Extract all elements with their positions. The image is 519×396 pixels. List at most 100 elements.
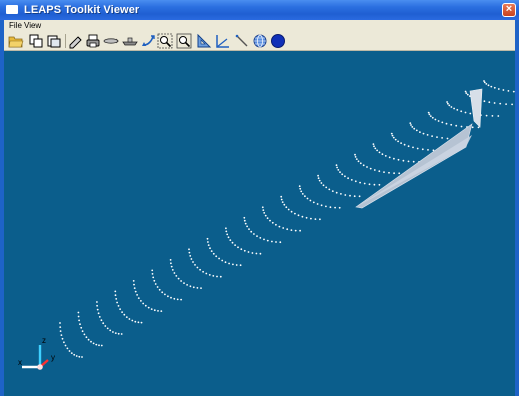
hull-station-plot: z x y bbox=[18, 80, 515, 370]
station-point bbox=[413, 127, 416, 130]
rotate-icon[interactable] bbox=[141, 33, 157, 49]
pencil-icon[interactable] bbox=[68, 33, 84, 49]
station-point bbox=[96, 308, 99, 311]
station-point bbox=[344, 175, 346, 178]
station-point bbox=[170, 262, 172, 265]
station-point bbox=[64, 344, 67, 347]
triangle-ruler-icon[interactable] bbox=[196, 33, 212, 49]
station-point bbox=[318, 179, 321, 182]
close-button[interactable]: × bbox=[502, 3, 516, 17]
station-point bbox=[317, 177, 320, 180]
station-point bbox=[116, 301, 118, 304]
station-point bbox=[237, 246, 239, 249]
station-point bbox=[320, 182, 323, 184]
torpedo-icon[interactable] bbox=[103, 33, 119, 49]
station-point bbox=[123, 313, 126, 316]
station-point bbox=[81, 330, 84, 333]
blue-circle-icon[interactable] bbox=[270, 33, 286, 49]
station-point bbox=[215, 255, 218, 258]
station-point bbox=[104, 325, 107, 327]
station-point bbox=[283, 203, 286, 206]
station-point bbox=[388, 156, 391, 159]
station-point bbox=[301, 193, 304, 195]
3d-viewport[interactable]: z x y bbox=[4, 51, 515, 396]
station-point bbox=[290, 210, 293, 213]
line-tool-icon[interactable] bbox=[234, 33, 250, 49]
station-point bbox=[339, 171, 341, 173]
zoom-out-icon[interactable] bbox=[176, 33, 192, 49]
station-point bbox=[188, 251, 191, 254]
globe-icon[interactable] bbox=[252, 33, 268, 49]
station-point bbox=[153, 309, 156, 312]
station-point bbox=[66, 347, 69, 350]
station-point bbox=[394, 138, 397, 141]
window-border-left bbox=[0, 51, 4, 396]
station-point bbox=[169, 259, 172, 261]
menu-bar: File View bbox=[4, 20, 515, 31]
station-point bbox=[186, 284, 189, 286]
station-point bbox=[157, 310, 159, 312]
zoom-in-icon[interactable] bbox=[157, 33, 173, 49]
station-point bbox=[60, 334, 63, 336]
station-point bbox=[507, 90, 510, 92]
station-point bbox=[487, 84, 490, 87]
station-point bbox=[428, 113, 431, 116]
station-point bbox=[441, 121, 444, 124]
station-point bbox=[114, 332, 117, 334]
station-point bbox=[421, 148, 424, 151]
station-point bbox=[59, 322, 61, 324]
station-point bbox=[208, 274, 211, 276]
station-point bbox=[202, 270, 205, 273]
station-point bbox=[488, 101, 491, 104]
station-point bbox=[412, 160, 415, 163]
print-icon[interactable] bbox=[85, 33, 101, 49]
station-point bbox=[239, 264, 242, 267]
station-curves bbox=[59, 80, 515, 358]
station-point bbox=[136, 294, 139, 296]
station-point bbox=[137, 321, 140, 324]
toolbar bbox=[4, 31, 515, 51]
station-point bbox=[393, 172, 395, 175]
station-point bbox=[477, 126, 480, 129]
station-point bbox=[464, 90, 467, 93]
station-point bbox=[144, 304, 147, 307]
station-point bbox=[207, 241, 209, 243]
station-point bbox=[119, 308, 121, 310]
app-icon bbox=[6, 5, 18, 14]
open-folder-icon[interactable] bbox=[8, 33, 24, 49]
station-point bbox=[234, 244, 237, 247]
station-point bbox=[243, 249, 246, 252]
station-point bbox=[137, 297, 140, 299]
angle-measure-icon[interactable] bbox=[215, 33, 231, 49]
station-point bbox=[354, 180, 357, 183]
station-point bbox=[441, 137, 443, 139]
station-point bbox=[63, 341, 65, 344]
menu-view[interactable]: View bbox=[24, 21, 42, 30]
station-point bbox=[355, 158, 358, 160]
station-point bbox=[120, 333, 123, 335]
station-point bbox=[412, 146, 414, 149]
station-point bbox=[263, 212, 266, 214]
station-point bbox=[354, 153, 356, 156]
station-point bbox=[167, 295, 169, 298]
station-point bbox=[269, 219, 271, 222]
station-point bbox=[196, 266, 199, 269]
menu-file[interactable]: File bbox=[9, 21, 22, 30]
copy-view-icon[interactable] bbox=[28, 33, 44, 49]
paste-view-icon[interactable] bbox=[46, 33, 62, 49]
station-point bbox=[212, 252, 215, 255]
station-point bbox=[358, 195, 361, 198]
station-point bbox=[325, 186, 328, 189]
station-point bbox=[259, 252, 262, 255]
station-point bbox=[255, 252, 258, 255]
station-point bbox=[280, 198, 283, 201]
svg-text:x: x bbox=[18, 358, 22, 367]
station-point bbox=[250, 230, 253, 233]
station-point bbox=[281, 201, 284, 204]
station-point bbox=[240, 248, 243, 251]
station-point bbox=[206, 237, 209, 240]
ship-icon[interactable] bbox=[122, 33, 138, 49]
station-point bbox=[133, 287, 136, 289]
station-point bbox=[140, 321, 143, 324]
title-bar[interactable]: LEAPS Toolkit Viewer × bbox=[0, 0, 519, 20]
